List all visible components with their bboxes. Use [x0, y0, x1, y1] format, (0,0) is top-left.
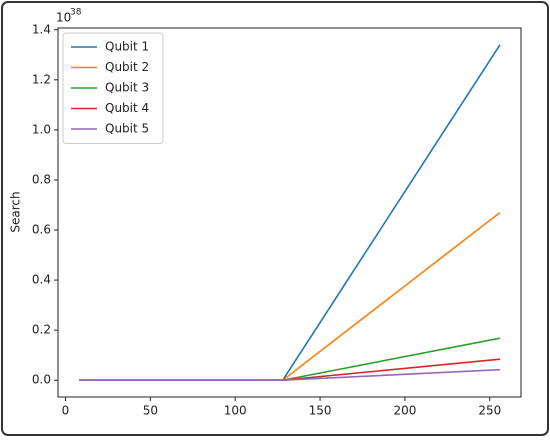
legend-label: Qubit 5 [105, 122, 149, 136]
y-tick-label: 0.2 [32, 323, 51, 337]
plot-frame [57, 27, 522, 398]
x-tick-label: 250 [478, 404, 501, 418]
y-axis-label: Search [9, 191, 23, 232]
x-tick-label: 100 [224, 404, 247, 418]
x-tick-label: 200 [393, 404, 416, 418]
x-tick-label: 150 [309, 404, 332, 418]
y-offset-exponent: 38 [70, 8, 82, 18]
y-tick-label: 1.4 [32, 22, 51, 36]
y-tick-label: 0.8 [32, 172, 51, 186]
y-offset-base: 10 [56, 11, 71, 25]
legend-label: Qubit 1 [105, 40, 149, 54]
y-tick-label: 1.0 [32, 122, 51, 136]
y-tick-label: 0.4 [32, 273, 51, 287]
series-line [79, 368, 500, 382]
legend-box [62, 32, 164, 144]
x-tick-label: 50 [143, 404, 158, 418]
y-tick-label: 0.0 [32, 373, 51, 387]
y-tick-label: 1.2 [32, 72, 51, 86]
legend-label: Qubit 4 [105, 101, 149, 115]
y-tick-label: 0.6 [32, 223, 51, 237]
legend-label: Qubit 2 [105, 60, 149, 74]
legend-label: Qubit 3 [105, 81, 149, 95]
x-tick-label: 0 [62, 404, 70, 418]
